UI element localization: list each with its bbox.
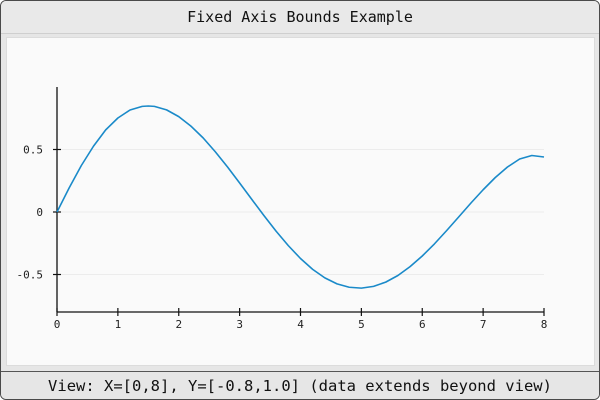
tick-labels: 0 1 2 3 4 5 6 7 8 -0.5 0 0.5 xyxy=(17,144,548,332)
status-bar: View: X=[0,8], Y=[-0.8,1.0] (data extend… xyxy=(1,371,599,399)
series-line xyxy=(56,105,545,289)
y-tick-label: 0 xyxy=(36,206,43,219)
title-bar: Fixed Axis Bounds Example xyxy=(1,1,599,34)
x-tick-label: 5 xyxy=(358,318,365,331)
x-tick-label: 4 xyxy=(297,318,304,331)
y-tick-label: 0.5 xyxy=(23,144,43,157)
series-layer xyxy=(56,105,545,289)
y-tick-label: -0.5 xyxy=(17,269,44,282)
window-title: Fixed Axis Bounds Example xyxy=(187,8,413,26)
x-tick-label: 3 xyxy=(236,318,243,331)
x-tick-label: 6 xyxy=(419,318,426,331)
x-tick-label: 7 xyxy=(480,318,487,331)
x-tick-label: 8 xyxy=(541,318,548,331)
axes xyxy=(56,87,544,313)
grid-lines xyxy=(57,149,544,275)
tick-marks xyxy=(53,148,545,316)
status-text: View: X=[0,8], Y=[-0.8,1.0] (data extend… xyxy=(48,377,552,395)
x-tick-label: 1 xyxy=(115,318,122,331)
x-tick-label: 0 xyxy=(54,318,61,331)
x-tick-label: 2 xyxy=(175,318,182,331)
line-chart[interactable]: 0 1 2 3 4 5 6 7 8 -0.5 0 0.5 xyxy=(1,1,599,371)
